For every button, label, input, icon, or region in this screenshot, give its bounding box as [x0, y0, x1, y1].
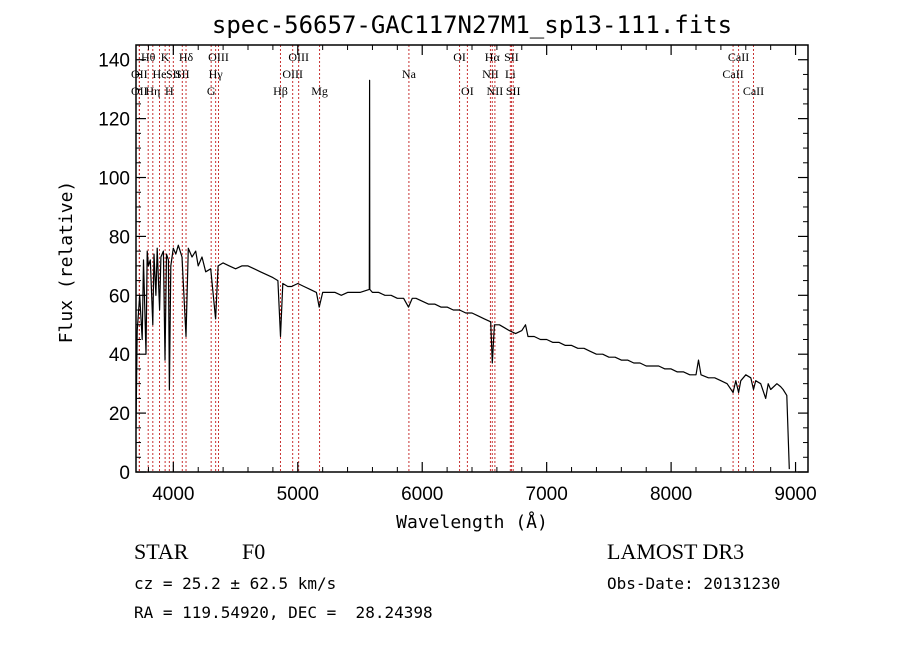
x-tick-label-9000: 9000: [774, 484, 816, 505]
y-tick-label-80: 80: [109, 227, 130, 248]
x-tick-label-6000: 6000: [401, 484, 443, 505]
y-tick-label-100: 100: [98, 169, 130, 190]
observation-date: Obs-Date: 20131230: [607, 574, 781, 593]
line-label-13: OIII: [288, 50, 309, 64]
line-label-7: SII: [166, 67, 181, 81]
y-tick-label-20: 20: [109, 404, 130, 425]
chart-title: spec-56657-GAC117N27M1_sp13-111.fits: [212, 11, 732, 39]
line-label-9: SII: [175, 67, 190, 81]
x-axis-ticks: 4000 5000 6000 7000 8000 9000: [147, 45, 817, 505]
y-axis-label: Flux (relative): [56, 181, 77, 344]
survey-name: LAMOST DR3: [607, 539, 745, 564]
line-label-11: Hγ: [209, 67, 224, 81]
line-label-15: Hβ: [273, 84, 288, 98]
line-label-3: Hη: [145, 84, 160, 98]
redshift-cz: cz = 25.2 ± 62.5 km/s: [134, 574, 337, 593]
line-label-2: OII: [131, 84, 148, 98]
x-axis-label: Wavelength (Å): [396, 511, 548, 533]
spectral-line-markers: [138, 45, 754, 472]
line-label-19: OI: [461, 84, 474, 98]
line-label-20: Hα: [485, 50, 501, 64]
coordinates: RA = 119.54920, DEC = 28.24398: [134, 603, 433, 622]
y-tick-label-120: 120: [98, 110, 130, 131]
y-axis-ticks: 0 20 40 60 80 100 120 140: [98, 51, 808, 484]
line-label-17: Na: [402, 67, 417, 81]
object-class: STAR: [134, 539, 189, 564]
line-label-26: CaII: [728, 50, 749, 64]
line-label-24: Li: [505, 67, 516, 81]
line-label-12: G: [207, 84, 216, 98]
line-label-10: OIII: [208, 50, 229, 64]
x-tick-label-8000: 8000: [650, 484, 692, 505]
y-tick-label-60: 60: [109, 286, 130, 307]
y-tick-label-140: 140: [98, 51, 130, 72]
line-label-18: OI: [453, 50, 466, 64]
line-label-5: K: [161, 50, 170, 64]
line-label-4: He: [153, 67, 167, 81]
line-label-28: CaII: [743, 84, 764, 98]
line-label-25: SII: [506, 84, 521, 98]
line-label-22: NII: [487, 84, 504, 98]
x-tick-label-7000: 7000: [526, 484, 568, 505]
y-tick-label-0: 0: [119, 463, 130, 484]
line-label-23: SII: [504, 50, 519, 64]
spectrum-line: [135, 79, 790, 470]
line-label-6: H: [165, 84, 174, 98]
line-label-16: Mg: [311, 84, 328, 98]
line-label-14: OIII: [282, 67, 303, 81]
line-label-0: Hθ: [141, 50, 156, 64]
object-subclass: F0: [242, 539, 266, 564]
line-label-8: Hδ: [179, 50, 194, 64]
line-label-27: CaII: [722, 67, 743, 81]
x-tick-label-5000: 5000: [277, 484, 319, 505]
x-tick-label-4000: 4000: [152, 484, 194, 505]
line-label-21: NII: [482, 67, 499, 81]
plot-frame: [135, 44, 809, 473]
y-tick-label-40: 40: [109, 345, 130, 366]
